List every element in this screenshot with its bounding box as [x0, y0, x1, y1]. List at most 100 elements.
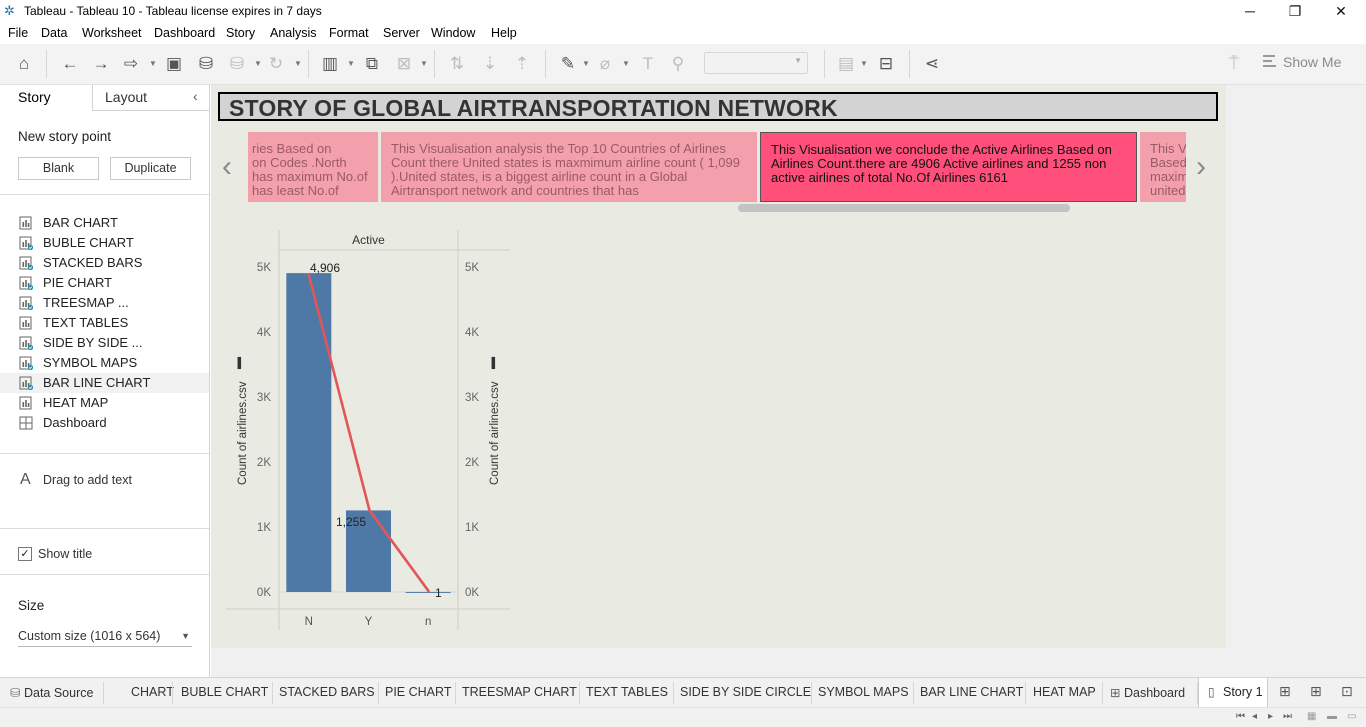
sheet-list-item[interactable]: TREESMAP ...	[0, 293, 209, 313]
duplicate-icon[interactable]: ⧉	[365, 54, 379, 73]
redo-icon[interactable]: →	[92, 54, 110, 73]
size-select[interactable]: Custom size (1016 x 564) ▼	[18, 625, 192, 647]
sort-desc-icon[interactable]: ⇡	[514, 54, 530, 73]
pause-icon[interactable]: ⛁	[229, 54, 245, 73]
worksheet-icon	[19, 236, 33, 250]
next-sheet-icon[interactable]: ▸	[1268, 711, 1274, 722]
sheet-tab[interactable]: STACKED BARS	[279, 685, 375, 699]
label-icon[interactable]: T	[642, 54, 654, 73]
replay-icon[interactable]: ⇨	[123, 54, 139, 73]
menu-analysis[interactable]: Analysis	[270, 26, 317, 40]
sheet-list-item[interactable]: STACKED BARS	[0, 253, 209, 273]
home-icon[interactable]: ⌂	[18, 54, 30, 73]
chevron-down-icon[interactable]: ▼	[254, 59, 262, 68]
next-story-point-icon[interactable]: ›	[1196, 150, 1206, 183]
share-icon[interactable]: ⋖	[924, 54, 940, 73]
story-title[interactable]: STORY OF GLOBAL AIRTRANSPORTATION NETWOR…	[218, 92, 1218, 121]
new-dashboard-tab-icon[interactable]: ⊞	[1310, 683, 1322, 699]
close-button[interactable]: ✕	[1335, 3, 1347, 19]
data-source-tab[interactable]: ⛁ Data Source	[10, 685, 93, 700]
minimize-button[interactable]: ─	[1245, 3, 1255, 19]
highlight-icon[interactable]: ✎	[560, 54, 576, 73]
sheet-list-item[interactable]: SIDE BY SIDE ...	[0, 333, 209, 353]
menu-data[interactable]: Data	[41, 26, 68, 40]
divider	[0, 453, 209, 454]
tab-layout[interactable]: Layout	[105, 89, 148, 105]
prev-sheet-icon[interactable]: ◂	[1252, 711, 1258, 722]
sort-asc-icon[interactable]: ⇣	[482, 54, 498, 73]
pin-icon[interactable]: ⚲	[671, 54, 685, 73]
restore-button[interactable]: ❐	[1288, 3, 1302, 19]
tabs-view-icon[interactable]: ▭	[1347, 711, 1357, 722]
filmstrip-view-icon[interactable]: ▬	[1327, 711, 1337, 722]
sheet-tab[interactable]: CHART	[131, 685, 174, 699]
first-sheet-icon[interactable]: ⏮	[1236, 711, 1245, 722]
new-datasource-icon[interactable]: ⛁	[198, 54, 214, 73]
format-painter-icon[interactable]: ⍑	[1228, 54, 1240, 73]
sheet-tab[interactable]: TREESMAP CHART	[462, 685, 577, 699]
show-title-checkbox[interactable]: ✓	[18, 547, 32, 561]
story-point-card[interactable]: ries Based on on Codes .North has maximu…	[248, 132, 378, 202]
tab-story-1[interactable]: ▯ Story 1	[1198, 678, 1268, 708]
sheet-tab[interactable]: BUBLE CHART	[181, 685, 269, 699]
sheet-tab[interactable]: TEXT TABLES	[586, 685, 668, 699]
sheet-list-item[interactable]: BAR LINE CHART	[0, 373, 209, 393]
menu-window[interactable]: Window	[431, 26, 476, 40]
story-navigator: ries Based on on Codes .North has maximu…	[248, 132, 1186, 202]
story-navigator-scrollbar[interactable]	[738, 204, 1070, 212]
story-point-card-active[interactable]: This Visualisation we conclude the Activ…	[760, 132, 1137, 202]
tab-story[interactable]: Story	[18, 89, 51, 105]
y-tick-label: 5K	[257, 262, 271, 274]
grid-view-icon[interactable]: ▦	[1307, 711, 1317, 722]
chevron-down-icon[interactable]: ▼	[622, 59, 630, 68]
menu-server[interactable]: Server	[383, 26, 420, 40]
sheet-tab[interactable]: SYMBOL MAPS	[818, 685, 909, 699]
drag-to-add-text[interactable]: Drag to add text	[43, 473, 132, 487]
group-icon[interactable]: ⌀	[599, 54, 611, 73]
sheet-list-item[interactable]: HEAT MAP	[0, 393, 209, 413]
sheet-list-item[interactable]: PIE CHART	[0, 273, 209, 293]
menu-help[interactable]: Help	[491, 26, 517, 40]
sheet-list-item[interactable]: SYMBOL MAPS	[0, 353, 209, 373]
chevron-down-icon[interactable]: ▼	[294, 59, 302, 68]
new-worksheet-tab-icon[interactable]: ⊞	[1279, 683, 1291, 699]
menu-dashboard[interactable]: Dashboard	[154, 26, 216, 40]
sheet-list-item[interactable]: TEXT TABLES	[0, 313, 209, 333]
swap-icon[interactable]: ⇅	[449, 54, 465, 73]
sheet-tab[interactable]: SIDE BY SIDE CIRCLE	[680, 685, 812, 699]
story-point-card[interactable]: This Visualisation analysis the Top 10 C…	[381, 132, 757, 202]
chevron-down-icon[interactable]: ▼	[347, 59, 355, 68]
clear-icon[interactable]: ⊠	[396, 54, 412, 73]
chevron-down-icon[interactable]: ▼	[582, 59, 590, 68]
chevron-down-icon[interactable]: ▼	[860, 59, 868, 68]
fit-dropdown[interactable]: ▼	[704, 52, 808, 74]
menu-file[interactable]: File	[8, 26, 29, 40]
blank-button[interactable]: Blank	[18, 157, 99, 180]
dashboard-icon: ⊞	[1110, 686, 1121, 700]
last-sheet-icon[interactable]: ⏭	[1283, 711, 1292, 722]
refresh-icon[interactable]: ↻	[268, 54, 284, 73]
sheet-tab[interactable]: ⊞ Dashboard	[1110, 685, 1185, 700]
previous-story-point-icon[interactable]: ‹	[222, 150, 232, 183]
presentation-icon[interactable]: ⊟	[878, 54, 894, 73]
save-icon[interactable]: ▣	[165, 54, 183, 73]
undo-icon[interactable]: ←	[61, 54, 79, 73]
sheet-list-item[interactable]: BUBLE CHART	[0, 233, 209, 253]
bar-chart-icon[interactable]: ▤	[837, 54, 855, 73]
sheet-list-item[interactable]: Dashboard	[0, 413, 209, 433]
sheet-list-item[interactable]: BAR CHART	[0, 213, 209, 233]
new-story-tab-icon[interactable]: ⊡	[1341, 683, 1353, 699]
menu-story[interactable]: Story	[226, 26, 256, 40]
sheet-tab[interactable]: HEAT MAP	[1033, 685, 1096, 699]
duplicate-button[interactable]: Duplicate	[110, 157, 191, 180]
menu-worksheet[interactable]: Worksheet	[82, 26, 142, 40]
chevron-down-icon[interactable]: ▼	[420, 59, 428, 68]
sheet-tab[interactable]: PIE CHART	[385, 685, 452, 699]
chevron-down-icon[interactable]: ▼	[149, 59, 157, 68]
new-worksheet-icon[interactable]: ▥	[321, 54, 339, 73]
collapse-pane-icon[interactable]: ‹	[193, 88, 198, 104]
sheet-tab[interactable]: BAR LINE CHART	[920, 685, 1024, 699]
menu-format[interactable]: Format	[329, 26, 369, 40]
story-point-card[interactable]: This V Based maxim united	[1140, 132, 1186, 202]
y2-tick-label: 2K	[465, 457, 479, 469]
